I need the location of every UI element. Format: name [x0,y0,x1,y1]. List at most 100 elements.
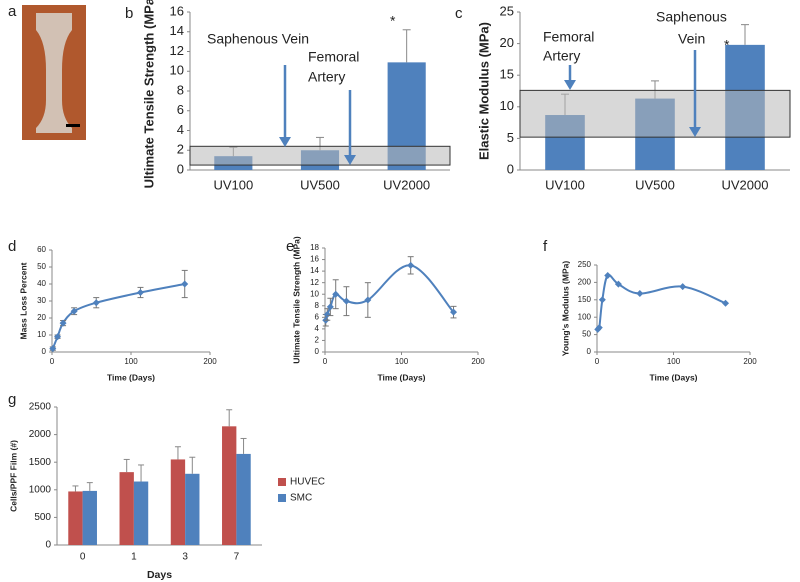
y-tick-label: 50 [37,262,46,271]
x-tick-label: 7 [234,552,240,563]
panel-label: e [286,238,294,255]
x-tick-label: UV500 [300,177,340,192]
arrow-head [279,137,291,147]
y-axis-label: Ultimate Tensile Strength (MPa) [291,236,301,364]
x-tick-label: 200 [743,357,757,366]
point [722,299,730,307]
bar [119,472,134,545]
x-tick-label: 0 [50,357,55,366]
point [70,307,78,315]
point [181,280,189,288]
point [604,271,612,279]
y-axis-label: Young's Modulus (MPa) [560,261,570,357]
x-tick-label: 0 [323,357,328,366]
legend-swatch [278,494,286,502]
y-tick-label: 14 [170,23,184,38]
x-axis-label: Time (Days) [107,372,155,382]
arrow-head [344,155,356,165]
y-tick-label: 16 [310,255,319,264]
x-tick-label: 100 [124,357,138,366]
y-axis-label: Cells/PPF Film (#) [8,440,18,512]
point [323,310,331,318]
photo [22,5,86,140]
bar [82,490,97,545]
y-tick-label: 0 [177,161,184,176]
y-tick-label: 14 [310,266,319,275]
y-axis-label: Mass Loss Percent [18,262,28,339]
point [595,324,603,332]
specimen [36,13,72,133]
y-tick-label: 8 [315,301,320,310]
y-tick-label: 0 [315,347,320,356]
reference-band [519,89,791,138]
y-tick-label: 100 [578,312,592,321]
y-tick-label: 10 [500,98,514,113]
x-tick-label: 200 [471,357,485,366]
point [364,296,372,304]
point [54,333,62,341]
y-tick-label: 12 [170,43,184,58]
x-tick-label: UV2000 [722,177,769,192]
panel-label: c [455,5,463,22]
annotation: Vein [678,31,705,47]
point [332,290,340,298]
scale-bar [66,124,80,127]
annotation: Saphenous Vein [207,31,309,47]
bar [185,473,200,545]
bar [236,453,251,545]
point [450,308,458,316]
line [51,283,185,349]
arrow-head [689,127,701,137]
panel-label: g [8,391,16,408]
point [598,296,606,304]
y-tick-label: 0 [45,540,51,551]
y-tick-label: 20 [500,35,514,50]
y-tick-label: 200 [578,278,592,287]
y-tick-label: 1500 [29,457,52,468]
y-tick-label: 15 [500,67,514,82]
x-tick-label: UV100 [545,177,585,192]
arrow-head [564,80,576,90]
annotation: Artery [543,48,580,64]
annotation: Femoral [308,49,359,65]
y-tick-label: 6 [177,102,184,117]
point [326,303,334,311]
point [679,283,687,291]
y-tick-label: 0 [587,347,592,356]
line [324,264,455,321]
annotation: Femoral [543,29,594,45]
x-tick-label: 200 [203,357,217,366]
point [136,289,144,296]
x-tick-label: 100 [395,357,409,366]
y-tick-label: 18 [310,243,319,252]
point [342,297,350,305]
reference-band [189,145,451,166]
y-tick-label: 8 [177,82,184,97]
annotation: * [724,37,730,53]
y-tick-label: 150 [578,295,592,304]
bar [222,426,237,545]
x-tick-label: 3 [182,552,188,563]
legend-label: HUVEC [290,477,325,488]
panel-label: d [8,238,16,255]
y-tick-label: 4 [315,324,320,333]
y-tick-label: 500 [34,512,51,523]
point [636,290,644,298]
panel-label: a [8,3,17,20]
panel-label: b [125,5,133,22]
y-tick-label: 50 [582,330,591,339]
y-tick-label: 10 [37,330,46,339]
x-axis-label: Time (Days) [377,372,425,382]
x-tick-label: UV500 [635,177,675,192]
x-tick-label: 100 [667,357,681,366]
panel-label: f [543,238,548,255]
bar [68,491,83,545]
y-tick-label: 4 [177,122,184,137]
bar [170,459,186,545]
y-tick-label: 2500 [29,402,52,413]
legend-label: SMC [290,493,312,504]
x-axis-label: Days [147,569,172,581]
y-tick-label: 20 [37,313,46,322]
y-tick-label: 16 [170,3,184,18]
